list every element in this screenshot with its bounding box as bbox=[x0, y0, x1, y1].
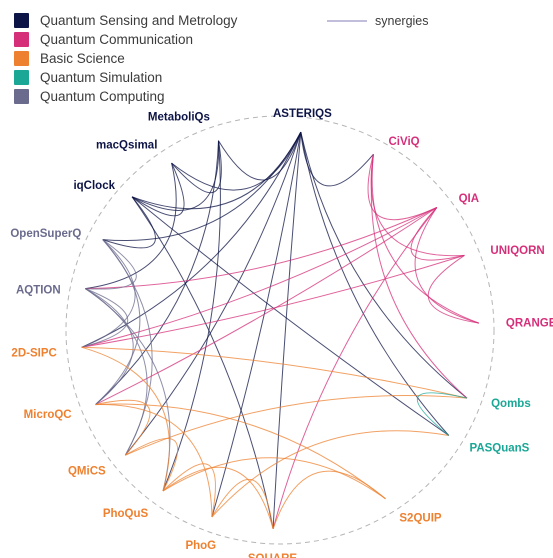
node-label-microqc[interactable]: MicroQC bbox=[24, 409, 72, 421]
link-square-s2quip bbox=[272, 470, 386, 530]
link-asteriqs-civiq bbox=[300, 132, 374, 187]
node-label-civiq[interactable]: CiViQ bbox=[389, 136, 420, 148]
legend-label-computing: Quantum Computing bbox=[40, 89, 165, 104]
link-metaboliqs-phoqus bbox=[162, 140, 221, 492]
legend-item-computing: Quantum Computing bbox=[14, 89, 165, 104]
node-label-qombs[interactable]: Qombs bbox=[491, 398, 531, 410]
link-asteriqs-metaboliqs bbox=[218, 131, 302, 181]
node-label-uniqorn[interactable]: UNIQORN bbox=[490, 245, 544, 257]
legend: Quantum Sensing and Metrology Quantum Co… bbox=[14, 13, 429, 104]
node-label-aqtion[interactable]: AQTION bbox=[16, 285, 61, 297]
link-asteriqs-pasquans bbox=[300, 132, 450, 436]
legend-swatch-sensing bbox=[14, 13, 29, 28]
link-asteriqs-phog bbox=[211, 132, 302, 518]
link-2d-sipc-qombs bbox=[81, 346, 468, 399]
link-qmics-phoqus bbox=[125, 438, 179, 492]
legend-swatch-simulation bbox=[14, 70, 29, 85]
link-microqc-phog bbox=[95, 404, 213, 518]
link-phoqus-square bbox=[162, 466, 274, 530]
link-civiq-qrange bbox=[371, 154, 480, 324]
link-iqclock-square bbox=[131, 196, 274, 529]
link-qia-square bbox=[272, 207, 438, 530]
node-label-metaboliqs[interactable]: MetaboliQs bbox=[148, 112, 210, 124]
legend-item-synergies: synergies bbox=[327, 14, 429, 28]
link-iqclock-opensuperq bbox=[102, 196, 156, 249]
link-civiq-qia bbox=[367, 154, 438, 221]
legend-item-communication: Quantum Communication bbox=[14, 32, 193, 47]
synergy-links bbox=[81, 131, 480, 530]
outer-dashed-circle bbox=[65, 115, 495, 545]
link-asteriqs-qombs bbox=[300, 131, 468, 399]
legend-label-synergies: synergies bbox=[375, 14, 429, 28]
node-label-phog[interactable]: PhoG bbox=[185, 540, 216, 552]
link-qia-uniqorn bbox=[410, 207, 465, 261]
legend-label-communication: Quantum Communication bbox=[40, 32, 193, 47]
legend-label-basic-science: Basic Science bbox=[40, 51, 125, 66]
link-opensuperq-2d-sipc bbox=[81, 239, 136, 348]
legend-item-sensing: Quantum Sensing and Metrology bbox=[14, 13, 238, 28]
link-asteriqs-qmics bbox=[124, 131, 302, 456]
link-metaboliqs-iqclock bbox=[131, 140, 220, 211]
link-uniqorn-qrange bbox=[427, 254, 479, 324]
legend-label-simulation: Quantum Simulation bbox=[40, 70, 162, 85]
link-aqtion-microqc bbox=[85, 288, 134, 405]
node-label-qrange[interactable]: QRANGE bbox=[506, 318, 553, 330]
link-asteriqs-square bbox=[272, 132, 302, 529]
link-macqsimal-aqtion bbox=[85, 162, 177, 290]
project-labels: ASTERIQS CiViQ QIA UNIQORN QRANGE Qombs PASQua… bbox=[10, 108, 553, 558]
link-iqclock-pasquans bbox=[131, 196, 450, 436]
node-label-macqsimal[interactable]: macQsimal bbox=[96, 140, 157, 152]
legend-item-simulation: Quantum Simulation bbox=[14, 70, 162, 85]
link-phoqus-phog bbox=[162, 463, 216, 518]
node-label-pasquans[interactable]: PASQuanS bbox=[470, 442, 530, 454]
link-asteriqs-macqsimal bbox=[171, 131, 302, 191]
link-phog-square bbox=[211, 478, 274, 529]
link-qmics-qombs bbox=[125, 395, 468, 456]
link-macqsimal-iqclock bbox=[131, 162, 185, 217]
link-aqtion-2d-sipc bbox=[81, 288, 129, 348]
link-qia-qrange bbox=[414, 207, 480, 324]
legend-item-basic-science: Basic Science bbox=[14, 51, 125, 66]
link-phoqus-s2quip bbox=[162, 457, 386, 500]
link-asteriqs-2d-sipc bbox=[81, 131, 302, 348]
link-qombs-pasquans bbox=[416, 392, 468, 436]
legend-swatch-communication bbox=[14, 32, 29, 47]
link-microqc-qmics bbox=[95, 399, 151, 456]
legend-swatch-computing bbox=[14, 89, 29, 104]
legend-swatch-basic-science bbox=[14, 51, 29, 66]
legend-label-sensing: Quantum Sensing and Metrology bbox=[40, 13, 238, 28]
node-label-opensuperq[interactable]: OpenSuperQ bbox=[10, 228, 81, 240]
link-civiq-uniqorn bbox=[370, 154, 465, 257]
link-microqc-s2quip bbox=[95, 403, 386, 500]
node-label-s2quip[interactable]: S2QUIP bbox=[399, 513, 442, 525]
link-civiq-qombs bbox=[370, 154, 468, 399]
link-2d-sipc-phoqus bbox=[81, 346, 170, 492]
node-label-asteriqs[interactable]: ASTERIQS bbox=[273, 108, 332, 120]
node-label-iqclock[interactable]: iqClock bbox=[73, 180, 115, 192]
link-uniqorn-2d-sipc bbox=[81, 254, 465, 348]
link-phog-pasquans bbox=[211, 430, 449, 518]
link-asteriqs-opensuperq bbox=[102, 131, 302, 241]
link-metaboliqs-microqc bbox=[95, 140, 219, 405]
node-label-qia[interactable]: QIA bbox=[459, 193, 479, 205]
link-qia-microqc bbox=[95, 207, 438, 406]
node-label-2d-sipc[interactable]: 2D-SIPC bbox=[11, 348, 56, 360]
link-opensuperq-aqtion bbox=[85, 239, 137, 290]
node-label-square[interactable]: SQUARE bbox=[248, 553, 298, 558]
node-label-phoqus[interactable]: PhoQuS bbox=[103, 508, 149, 520]
link-metaboliqs-macqsimal bbox=[171, 140, 222, 194]
node-label-qmics[interactable]: QMiCS bbox=[68, 466, 106, 478]
link-opensuperq-microqc bbox=[95, 239, 141, 405]
